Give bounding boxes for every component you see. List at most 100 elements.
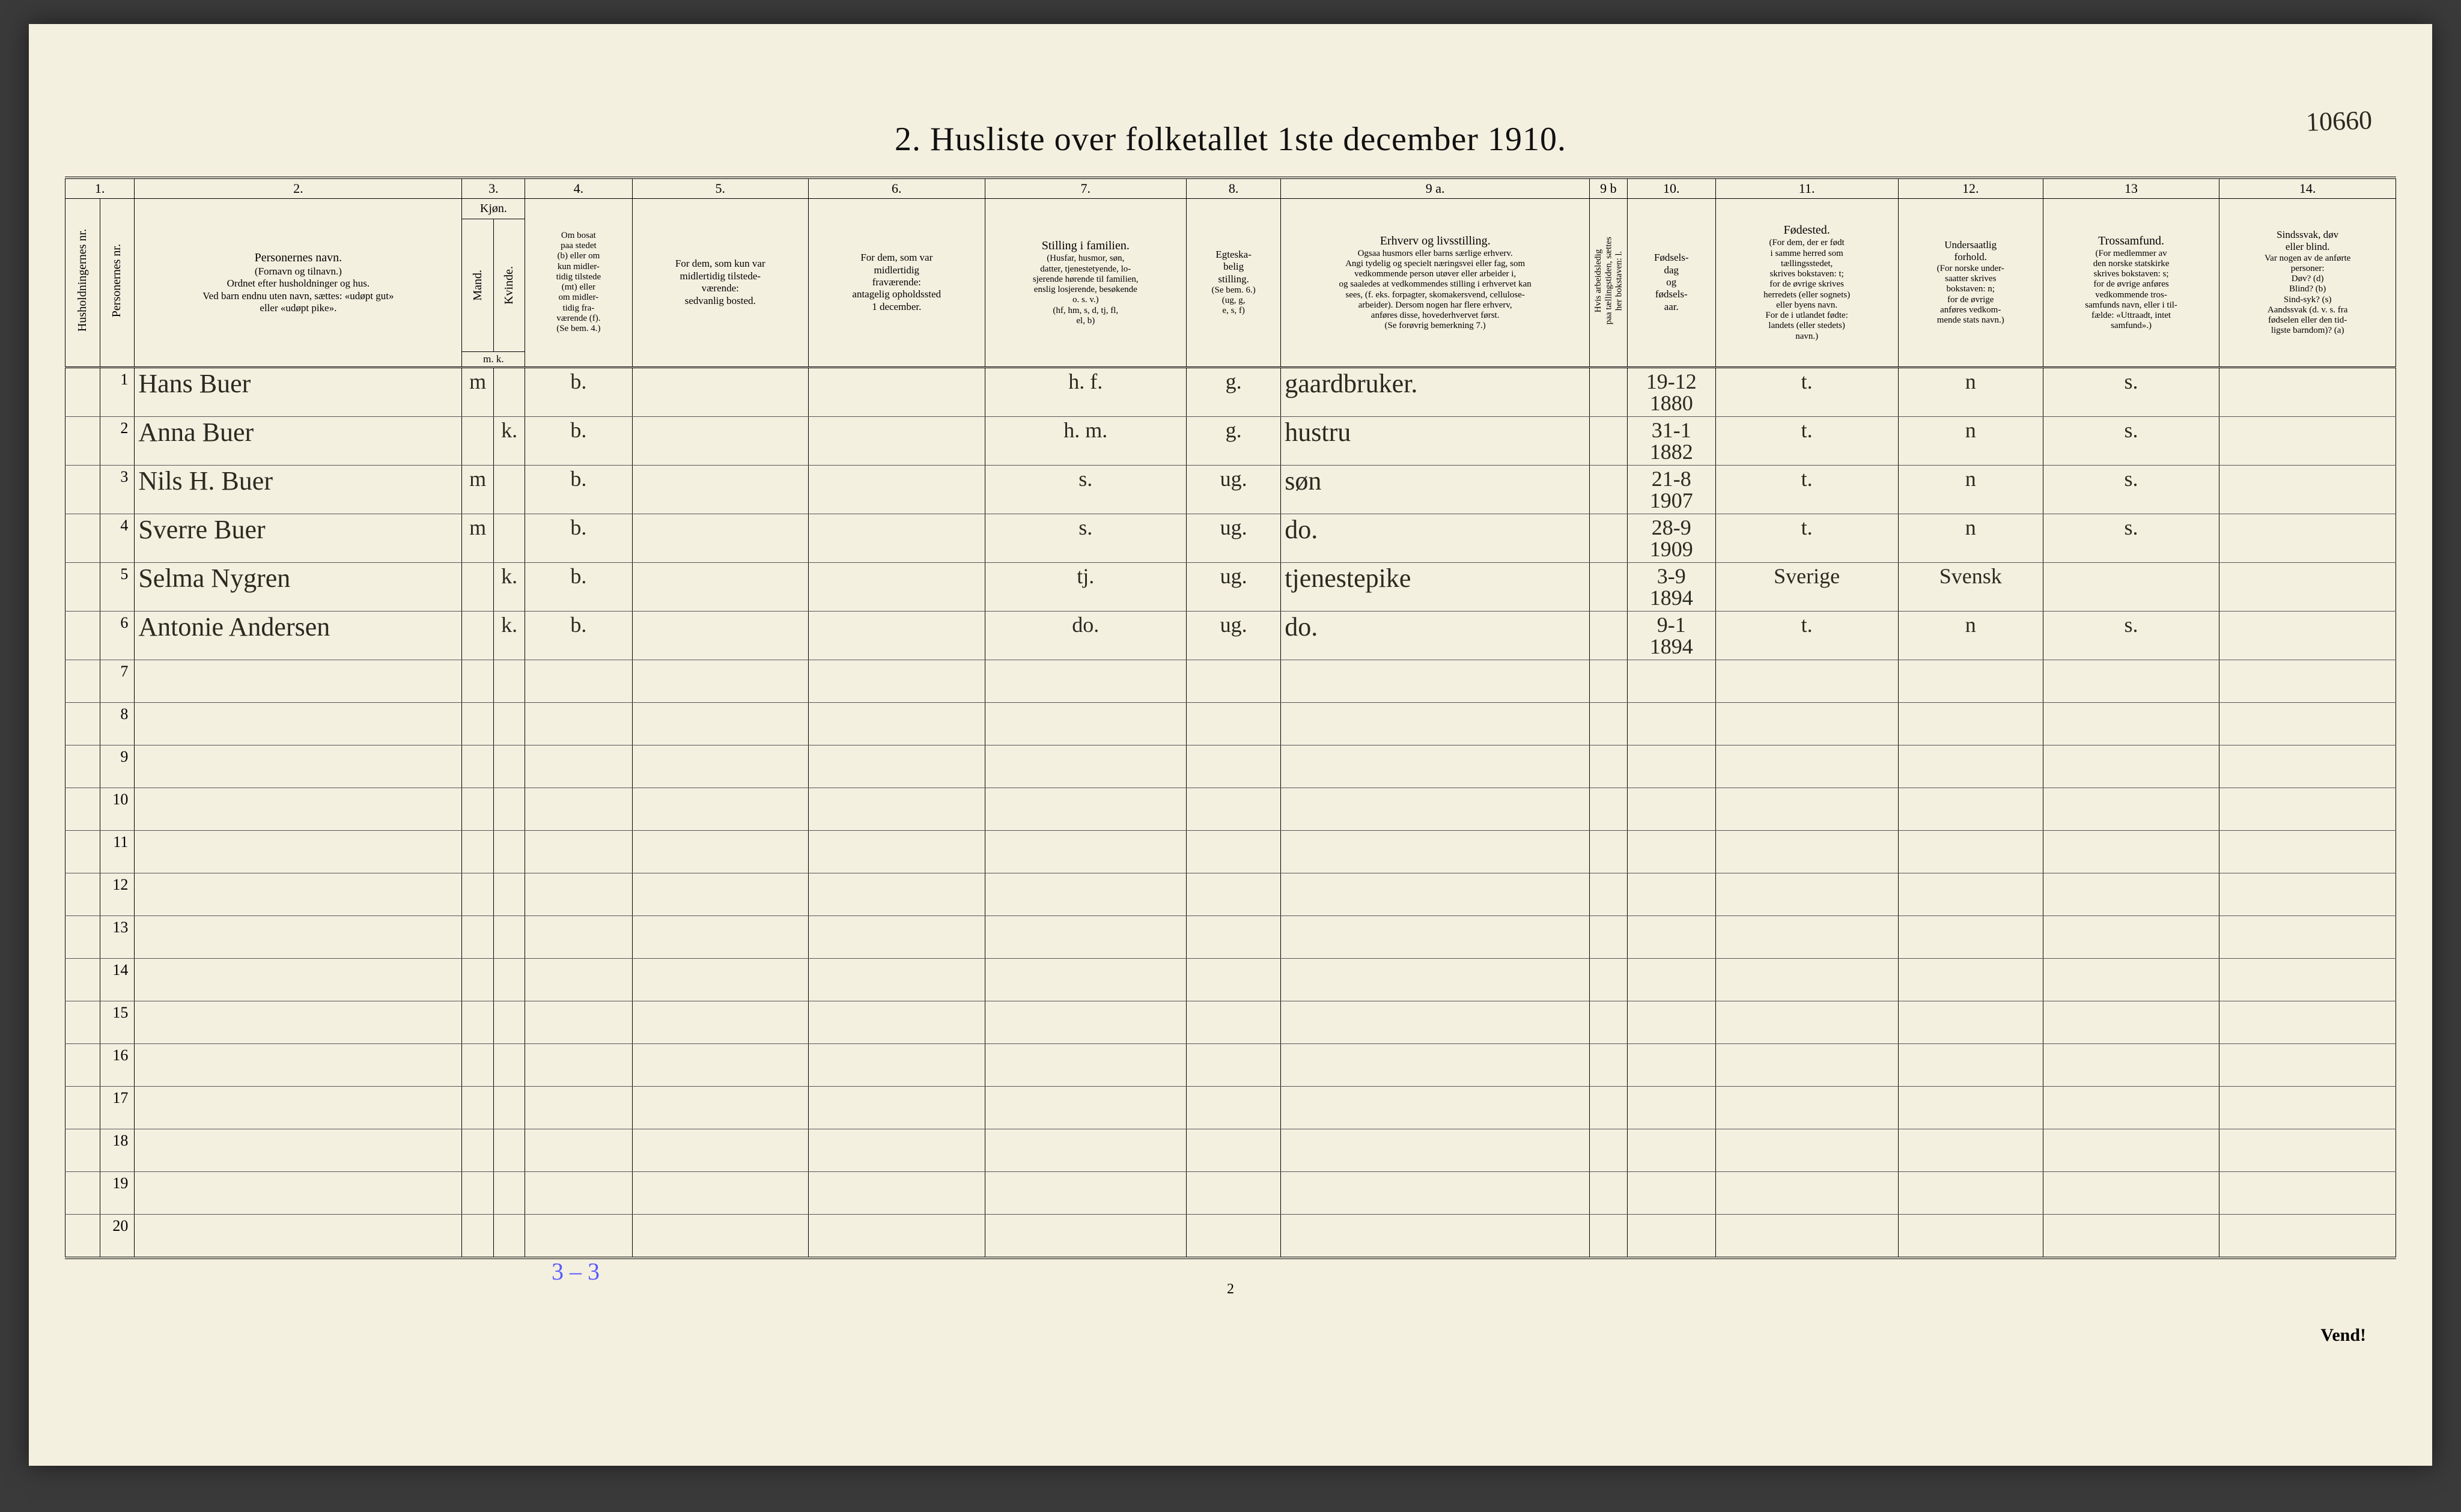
table-cell: [632, 873, 809, 915]
table-cell: [2219, 873, 2396, 915]
table-row: 20: [65, 1214, 2396, 1258]
table-cell: [493, 745, 525, 788]
table-row: 18: [65, 1129, 2396, 1171]
table-cell: [1898, 958, 2043, 1001]
table-cell: [493, 1171, 525, 1214]
table-cell: do.: [985, 611, 1186, 660]
table-cell: [525, 958, 632, 1001]
table-cell: [1627, 702, 1715, 745]
table-cell: [632, 562, 809, 611]
colnum-5: 5.: [632, 178, 809, 198]
page-id-annotation: 10660: [2305, 107, 2372, 136]
person-number: 20: [100, 1214, 135, 1258]
table-cell: s.: [2043, 611, 2219, 660]
table-cell: k.: [493, 611, 525, 660]
table-cell: Hans Buer: [135, 367, 462, 416]
table-cell: b.: [525, 611, 632, 660]
table-cell: [2043, 702, 2219, 745]
table-row: 5Selma Nygrenk.b.tj.ug.tjenestepike3-9 1…: [65, 562, 2396, 611]
table-cell: [1898, 1214, 2043, 1258]
table-cell: [65, 416, 100, 465]
table-cell: [809, 702, 985, 745]
table-row: 2Anna Buerk.b.h. m.g.hustru31-1 1882t.ns…: [65, 416, 2396, 465]
table-cell: [135, 873, 462, 915]
table-cell: 19-12 1880: [1627, 367, 1715, 416]
table-cell: [985, 788, 1186, 830]
hdr-sex: Kjøn. Mand. Kvinde. m. k.: [462, 198, 525, 367]
table-cell: [1715, 1129, 1898, 1171]
table-cell: [525, 915, 632, 958]
table-cell: [462, 788, 493, 830]
table-cell: [1589, 611, 1627, 660]
table-cell: b.: [525, 465, 632, 514]
table-cell: [1187, 1043, 1281, 1086]
table-cell: b.: [525, 562, 632, 611]
table-cell: [493, 367, 525, 416]
table-cell: [1281, 915, 1590, 958]
table-cell: [493, 1129, 525, 1171]
table-cell: [809, 745, 985, 788]
hdr-birthplace: Fødested. (For dem, der er født i samme …: [1715, 198, 1898, 367]
table-cell: [2043, 873, 2219, 915]
table-cell: [2043, 830, 2219, 873]
table-cell: [1627, 1086, 1715, 1129]
table-cell: Anna Buer: [135, 416, 462, 465]
person-number: 11: [100, 830, 135, 873]
table-cell: [1627, 873, 1715, 915]
table-cell: 21-8 1907: [1627, 465, 1715, 514]
table-cell: m: [462, 465, 493, 514]
table-cell: [985, 660, 1186, 702]
table-cell: [1187, 660, 1281, 702]
table-cell: 9-1 1894: [1627, 611, 1715, 660]
table-cell: [65, 1001, 100, 1043]
table-cell: s.: [2043, 416, 2219, 465]
census-page: 10660 2. Husliste over folketallet 1ste …: [29, 24, 2432, 1466]
person-number: 16: [100, 1043, 135, 1086]
table-cell: n: [1898, 367, 2043, 416]
table-cell: [1715, 1043, 1898, 1086]
table-cell: [1627, 958, 1715, 1001]
table-cell: [135, 1171, 462, 1214]
hdr-temp-absent: For dem, som var midlertidig fraværende:…: [809, 198, 985, 367]
table-cell: do.: [1281, 611, 1590, 660]
table-cell: [632, 1043, 809, 1086]
table-cell: [1281, 788, 1590, 830]
table-row: 3Nils H. Buermb.s.ug.søn21-8 1907t.ns.: [65, 465, 2396, 514]
table-cell: [1627, 788, 1715, 830]
table-cell: [65, 958, 100, 1001]
table-cell: s.: [985, 514, 1186, 562]
table-cell: t.: [1715, 367, 1898, 416]
table-cell: [1627, 1043, 1715, 1086]
table-cell: [2043, 1129, 2219, 1171]
colnum-2: 2.: [135, 178, 462, 198]
table-cell: [2219, 1129, 2396, 1171]
table-cell: [809, 416, 985, 465]
table-cell: [1898, 788, 2043, 830]
table-cell: [462, 611, 493, 660]
colnum-14: 14.: [2219, 178, 2396, 198]
table-cell: [632, 915, 809, 958]
table-cell: [1715, 1171, 1898, 1214]
table-cell: [1898, 1129, 2043, 1171]
table-row: 14: [65, 958, 2396, 1001]
table-cell: [1898, 745, 2043, 788]
table-cell: [135, 745, 462, 788]
table-cell: [65, 1214, 100, 1258]
table-cell: n: [1898, 514, 2043, 562]
table-cell: [2219, 958, 2396, 1001]
colnum-10: 10.: [1627, 178, 1715, 198]
person-number: 9: [100, 745, 135, 788]
table-cell: [1589, 788, 1627, 830]
table-cell: [493, 660, 525, 702]
person-number: 10: [100, 788, 135, 830]
table-row: 1Hans Buermb.h. f.g.gaardbruker.19-12 18…: [65, 367, 2396, 416]
table-cell: [1281, 1086, 1590, 1129]
table-cell: [462, 1086, 493, 1129]
table-row: 10: [65, 788, 2396, 830]
table-cell: [809, 1171, 985, 1214]
table-cell: [809, 915, 985, 958]
table-cell: t.: [1715, 514, 1898, 562]
table-cell: s.: [2043, 465, 2219, 514]
table-cell: [135, 660, 462, 702]
table-cell: [493, 514, 525, 562]
